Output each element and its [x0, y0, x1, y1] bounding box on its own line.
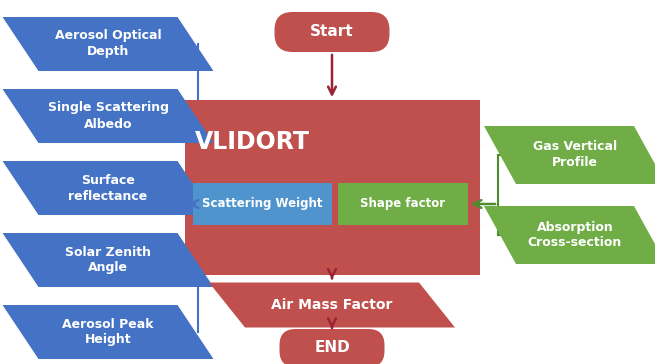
Text: VLIDORT: VLIDORT [195, 130, 310, 154]
Text: Aerosol Peak
Height: Aerosol Peak Height [62, 317, 154, 347]
Polygon shape [3, 161, 214, 215]
Text: Aerosol Optical
Depth: Aerosol Optical Depth [54, 29, 161, 59]
Polygon shape [3, 305, 214, 359]
Polygon shape [484, 206, 655, 264]
FancyBboxPatch shape [280, 329, 384, 364]
Bar [185, 100, 480, 275]
Bar [193, 183, 332, 225]
FancyBboxPatch shape [274, 12, 390, 52]
Bar [338, 183, 468, 225]
Text: Shape factor: Shape factor [360, 198, 445, 210]
Text: Start: Start [310, 24, 354, 40]
Polygon shape [209, 282, 455, 328]
Polygon shape [3, 233, 214, 287]
Text: Surface
reflectance: Surface reflectance [68, 174, 147, 202]
Text: Single Scattering
Albedo: Single Scattering Albedo [48, 102, 168, 131]
Text: Absorption
Cross-section: Absorption Cross-section [528, 221, 622, 249]
Text: Scattering Weight: Scattering Weight [202, 198, 323, 210]
Text: Solar Zenith
Angle: Solar Zenith Angle [65, 245, 151, 274]
Text: Gas Vertical
Profile: Gas Vertical Profile [533, 141, 617, 170]
Polygon shape [3, 17, 214, 71]
Polygon shape [3, 89, 214, 143]
Polygon shape [484, 126, 655, 184]
Text: Air Mass Factor: Air Mass Factor [271, 298, 393, 312]
Text: END: END [314, 340, 350, 356]
